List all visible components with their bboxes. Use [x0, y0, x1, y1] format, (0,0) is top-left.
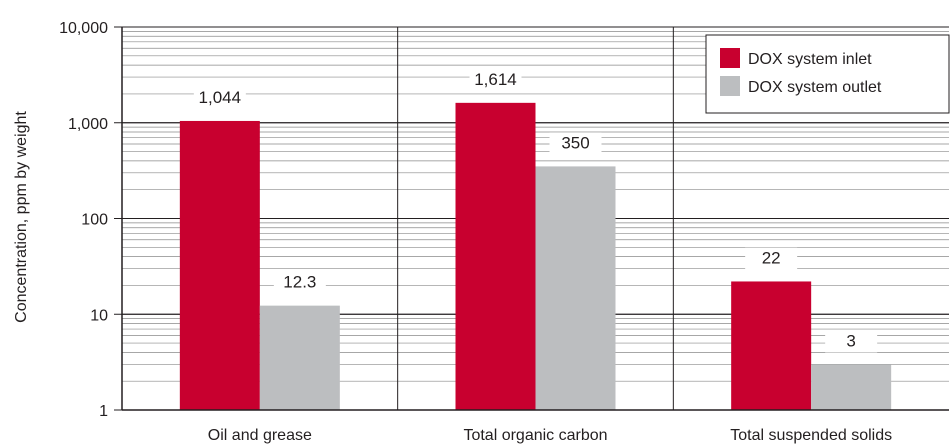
y-tick-label: 1,000 [68, 116, 108, 133]
y-tick-label: 10,000 [59, 20, 108, 37]
legend-entry: DOX system outlet [748, 79, 882, 96]
data-label: 22 [762, 248, 781, 267]
bar [455, 102, 536, 411]
data-labels: 1,044 12.3 1,614 350 22 3 [193, 68, 878, 353]
data-label: 350 [561, 133, 589, 152]
data-label: 1,614 [474, 70, 517, 89]
legend: DOX system inlet DOX system outlet [705, 34, 950, 114]
data-label: 12.3 [283, 273, 316, 292]
data-label-bg [193, 86, 246, 109]
data-label: 3 [846, 331, 855, 350]
x-tick-label: Total organic carbon [463, 427, 607, 444]
bar [535, 166, 616, 410]
data-label-bg [549, 132, 602, 155]
y-axis-label: Concentration, ppm by weight [13, 111, 30, 323]
y-tick-label: 1 [99, 403, 108, 420]
data-label-bg [745, 247, 798, 270]
legend-entry: DOX system inlet [748, 51, 872, 68]
legend-box [705, 34, 950, 114]
bars [179, 102, 892, 411]
legend-swatch [720, 48, 740, 68]
data-label-bg [825, 330, 878, 353]
x-tick-label: Oil and grease [208, 427, 312, 444]
x-tick-label: Total suspended solids [730, 427, 892, 444]
category-dividers [397, 27, 674, 410]
bar [259, 305, 340, 410]
y-tick-label: 100 [81, 212, 108, 229]
y-tick-label: 10 [90, 307, 108, 324]
bar [731, 281, 812, 410]
y-tick-labels: 1 10 100 1,000 10,000 [59, 20, 122, 420]
legend-swatch [720, 76, 740, 96]
bar [179, 120, 260, 411]
data-label-bg [273, 271, 326, 294]
data-label-bg [469, 68, 522, 91]
data-label: 1,044 [199, 88, 242, 107]
bar [811, 364, 892, 410]
x-tick-labels: Oil and grease Total organic carbon Total … [208, 427, 892, 444]
